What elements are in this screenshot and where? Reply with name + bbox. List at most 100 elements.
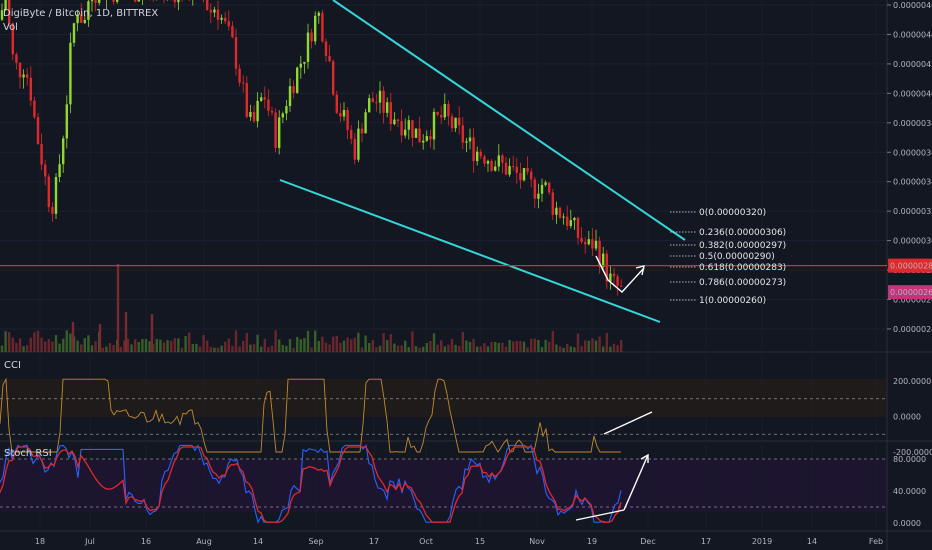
badge-current-bg (888, 258, 932, 273)
stoch-d-line (0, 446, 622, 523)
volume-bar (422, 346, 425, 352)
candle-body (249, 112, 252, 117)
fib-label: 1(0.00000260) (699, 296, 766, 306)
candle-down (411, 120, 414, 352)
volume-bar (83, 338, 86, 352)
volume-bar (508, 340, 511, 352)
cci-tick-label: 200.0000 (893, 377, 931, 386)
volume-bar (440, 340, 443, 352)
candle-up (393, 112, 396, 352)
candle-body (508, 166, 511, 175)
time-tick-label: Nov (529, 537, 545, 546)
candle-body (65, 104, 68, 139)
volume-bar (252, 344, 256, 352)
candle-body (224, 17, 227, 22)
candle-body (332, 61, 335, 95)
candle-up (213, 6, 216, 352)
candle-down (504, 156, 508, 352)
candle-body (350, 130, 353, 139)
time-tick-label: 17 (369, 537, 379, 546)
candle-down (548, 182, 551, 352)
candle-down (15, 52, 18, 352)
candle-body (533, 179, 536, 199)
volume-spike-1 (124, 312, 128, 352)
candle-body (177, 0, 180, 3)
candle-up (522, 167, 526, 352)
volume-bar (436, 344, 439, 352)
candle-down (123, 340, 126, 352)
candle-body (231, 26, 234, 38)
candle-body (515, 166, 518, 173)
candle-body (468, 137, 472, 142)
candle-body (134, 0, 137, 2)
volume-bar (155, 338, 158, 352)
stoch-tick-label: 80.0000 (893, 455, 926, 464)
candle-down (94, 0, 97, 352)
volume-bar (468, 342, 472, 352)
volume-bar (234, 330, 238, 352)
candle-body (411, 120, 414, 138)
candle-up (314, 11, 317, 352)
candle-down (458, 106, 461, 352)
volume-bar (69, 333, 72, 352)
volume-bar (159, 339, 162, 352)
candle-body (443, 104, 446, 118)
fib-label: 0.236(0.00000306) (699, 228, 786, 238)
candle-up (494, 160, 497, 352)
volume-bar (166, 340, 169, 352)
volume-bar (339, 342, 342, 352)
volume-bar (288, 339, 292, 352)
candle-down (396, 118, 400, 352)
candle-body (51, 207, 54, 214)
candle-body (213, 9, 216, 13)
candle-body (267, 99, 270, 111)
candle-down (591, 228, 594, 352)
candle-up (317, 11, 320, 352)
volume-bar (396, 345, 400, 352)
volume-bar (29, 337, 32, 352)
volume-bar (80, 344, 83, 352)
candle-up (537, 183, 540, 352)
candle-body (540, 184, 544, 194)
volume-bar (612, 343, 616, 352)
badge-current: 0.00000283 (890, 262, 932, 271)
candle-body (396, 119, 400, 122)
price-tick-label: 0.00000320 (893, 207, 932, 216)
candle-down (461, 117, 464, 352)
volume-bar (400, 345, 403, 352)
candle-body (407, 120, 410, 130)
time-tick-label: 17 (701, 537, 711, 546)
time-tick-label: 16 (141, 537, 151, 546)
volume-bar (350, 339, 353, 352)
candle-up (285, 99, 288, 352)
volume-bar (8, 332, 11, 352)
candle-body (425, 136, 428, 141)
volume-bar (519, 340, 522, 352)
volume-bar (249, 344, 252, 352)
price-tick-label: 0.00000380 (893, 119, 932, 128)
volume-bar (119, 346, 122, 352)
candle-body (512, 166, 515, 168)
volume-bar (530, 338, 533, 352)
volume-bar (44, 341, 47, 352)
candle-down (47, 173, 50, 352)
volume-bar (245, 332, 248, 352)
candle-body (450, 116, 454, 129)
candle-body (504, 162, 508, 175)
candle-body (90, 0, 94, 2)
candle-down (429, 129, 432, 352)
candle-down (450, 113, 454, 352)
candle-body (44, 164, 47, 177)
candle-body (530, 171, 533, 180)
arrow-main (595, 255, 645, 293)
candle-up (166, 0, 169, 352)
candle-body (94, 0, 97, 3)
volume-bar (458, 345, 461, 352)
volume-bar (303, 338, 306, 352)
cci-line (0, 377, 621, 453)
candle-down (216, 0, 220, 352)
candle-up (609, 264, 612, 352)
candle-body (4, 0, 7, 11)
candle-body (537, 193, 540, 199)
